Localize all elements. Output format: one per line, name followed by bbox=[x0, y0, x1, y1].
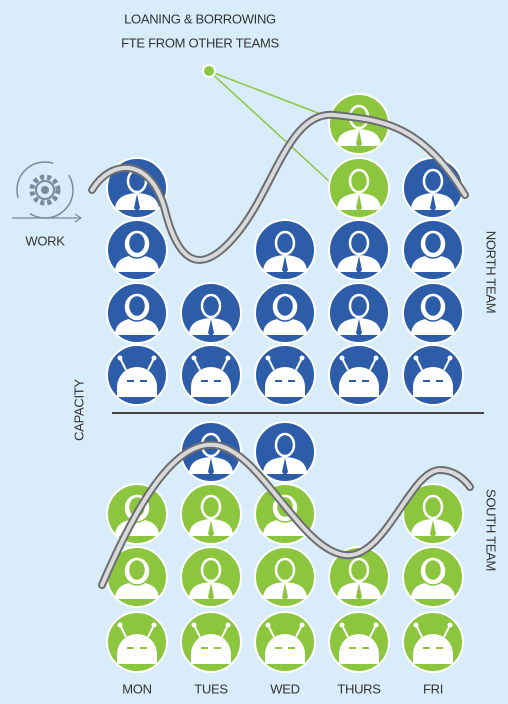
day-label: FRI bbox=[423, 681, 443, 696]
head bbox=[128, 559, 146, 581]
head bbox=[350, 295, 368, 317]
antenna-tip bbox=[414, 623, 419, 628]
robot-icon bbox=[255, 345, 315, 405]
antenna-tip bbox=[340, 623, 345, 628]
head bbox=[424, 295, 442, 317]
antenna-tip bbox=[192, 356, 197, 361]
antenna-tip bbox=[448, 623, 453, 628]
head bbox=[128, 295, 146, 317]
day-label: TUES bbox=[194, 681, 228, 696]
female-icon bbox=[255, 283, 315, 343]
day-label: THURS bbox=[337, 681, 381, 696]
head bbox=[424, 496, 442, 518]
head bbox=[202, 559, 220, 581]
team-label: NORTH TEAM bbox=[484, 231, 499, 313]
antenna-tip bbox=[118, 623, 123, 628]
antenna-tip bbox=[192, 623, 197, 628]
antenna-tip bbox=[266, 623, 271, 628]
male-icon bbox=[255, 220, 315, 280]
robot-icon bbox=[255, 612, 315, 672]
antenna-tip bbox=[300, 623, 305, 628]
male-icon bbox=[181, 547, 241, 607]
robot-icon bbox=[107, 345, 167, 405]
head bbox=[202, 295, 220, 317]
male-icon bbox=[329, 158, 389, 218]
robot-icon bbox=[329, 612, 389, 672]
team-label: SOUTH TEAM bbox=[484, 489, 499, 571]
head bbox=[350, 559, 368, 581]
antenna-tip bbox=[340, 356, 345, 361]
antenna-tip bbox=[152, 623, 157, 628]
antenna-tip bbox=[414, 356, 419, 361]
antenna-tip bbox=[118, 356, 123, 361]
male-icon bbox=[181, 283, 241, 343]
robot-icon bbox=[329, 345, 389, 405]
head bbox=[276, 232, 294, 254]
pointer-dot bbox=[203, 65, 215, 77]
female-icon bbox=[403, 547, 463, 607]
annotation-line: FTE FROM OTHER TEAMS bbox=[121, 35, 279, 50]
male-icon bbox=[181, 484, 241, 544]
antenna-tip bbox=[152, 356, 157, 361]
female-icon bbox=[403, 283, 463, 343]
antenna-tip bbox=[226, 623, 231, 628]
robot-icon bbox=[403, 345, 463, 405]
head bbox=[276, 295, 294, 317]
male-icon bbox=[255, 547, 315, 607]
head bbox=[202, 496, 220, 518]
robot-icon bbox=[181, 612, 241, 672]
robot-icon bbox=[181, 345, 241, 405]
antenna-tip bbox=[226, 356, 231, 361]
annotation-line: LOANING & BORROWING bbox=[124, 11, 276, 26]
male-icon bbox=[329, 283, 389, 343]
female-icon bbox=[107, 283, 167, 343]
male-icon bbox=[403, 158, 463, 218]
robot-icon bbox=[107, 612, 167, 672]
antenna-tip bbox=[374, 623, 379, 628]
diagram: LOANING & BORROWING FTE FROM OTHER TEAMS… bbox=[0, 0, 508, 704]
antenna-tip bbox=[374, 356, 379, 361]
work-label: WORK bbox=[25, 233, 65, 248]
head bbox=[128, 232, 146, 254]
head bbox=[424, 232, 442, 254]
female-icon bbox=[403, 220, 463, 280]
head bbox=[424, 559, 442, 581]
male-icon bbox=[329, 220, 389, 280]
antenna-tip bbox=[300, 356, 305, 361]
head bbox=[350, 170, 368, 192]
head bbox=[276, 434, 294, 456]
robot-icon bbox=[403, 612, 463, 672]
capacity-label: CAPACITY bbox=[71, 379, 86, 441]
antenna-tip bbox=[266, 356, 271, 361]
head bbox=[276, 559, 294, 581]
female-icon bbox=[107, 220, 167, 280]
head bbox=[424, 170, 442, 192]
day-label: WED bbox=[270, 681, 299, 696]
male-icon bbox=[255, 422, 315, 482]
day-label: MON bbox=[122, 681, 151, 696]
antenna-tip bbox=[448, 356, 453, 361]
head bbox=[350, 232, 368, 254]
